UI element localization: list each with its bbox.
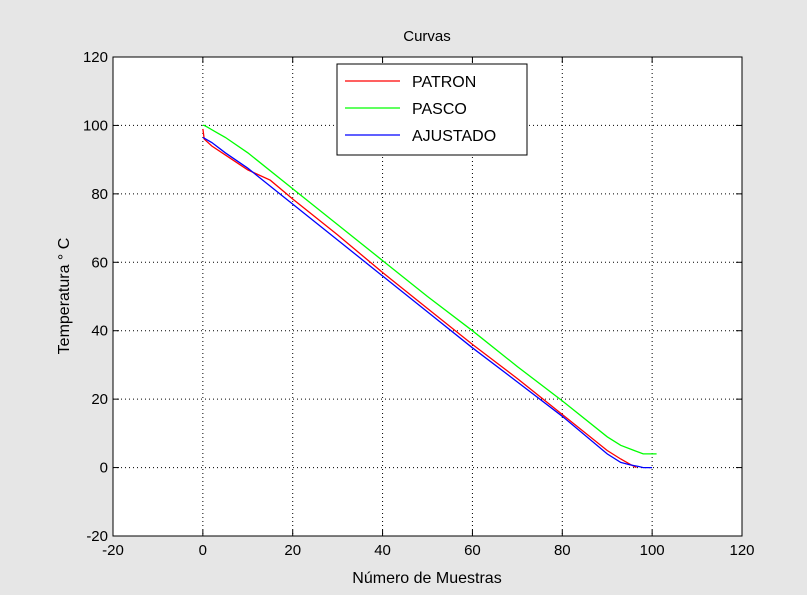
legend-label: AJUSTADO: [412, 128, 496, 145]
x-tick-label: 40: [374, 542, 391, 559]
legend: PATRON PASCO AJUSTADO: [336, 63, 528, 156]
plot-frame: [112, 56, 743, 537]
y-tick-label: 80: [91, 186, 108, 203]
x-axis-label: Número de Muestras: [352, 570, 501, 587]
series-line-ajustado: [202, 136, 653, 469]
series-line-pasco: [202, 124, 657, 455]
y-tick-label: 60: [91, 254, 108, 271]
y-tick-label: -20: [86, 528, 108, 545]
x-tick-label: -20: [102, 542, 124, 559]
x-tick-label: 120: [729, 542, 754, 559]
series-lines: [202, 124, 657, 469]
y-tick-label: 20: [91, 391, 108, 408]
y-tick-label: 120: [83, 49, 108, 66]
x-tick-label: 60: [464, 542, 481, 559]
series-line-patron: [202, 128, 637, 469]
x-tick-label: 0: [199, 542, 207, 559]
x-tick-label: 20: [284, 542, 301, 559]
y-tick-label: 40: [91, 323, 108, 340]
legend-box: [336, 63, 528, 156]
legend-label: PASCO: [412, 101, 467, 118]
x-tick-label: 80: [554, 542, 571, 559]
y-tick-label: 100: [83, 117, 108, 134]
grid-lines: [113, 57, 742, 536]
legend-label: PATRON: [412, 74, 476, 91]
x-tick-label: 100: [640, 542, 665, 559]
y-tick-label: 0: [100, 460, 108, 477]
chart-title: Curvas: [403, 28, 451, 45]
axis-ticks: -20 0 20 40 60 80 100 120 -20 0 20 40 60 80 100 120: [83, 49, 755, 559]
y-axis-label: Temperatura ° C: [56, 238, 73, 355]
